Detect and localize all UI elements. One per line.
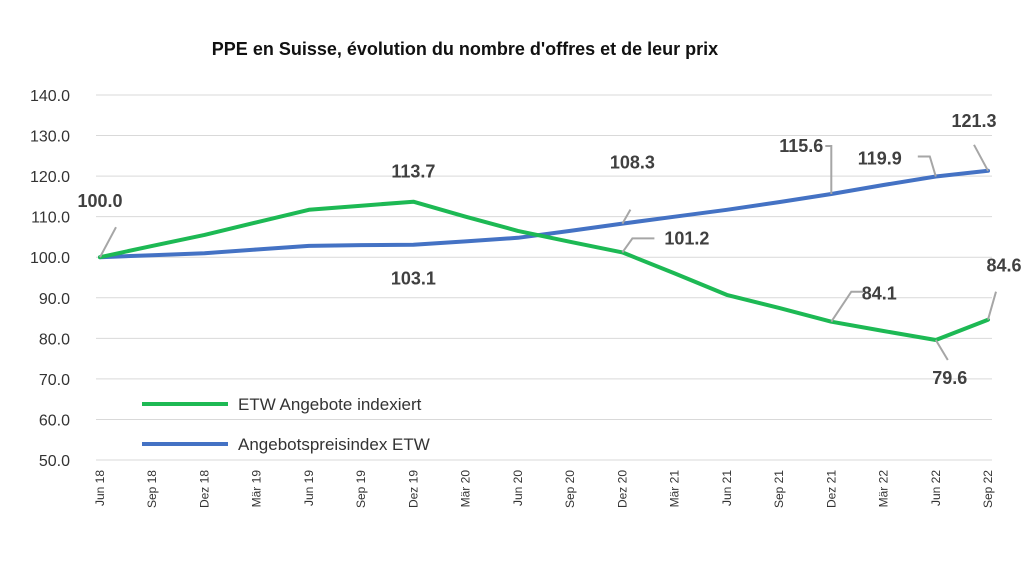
x-tick-label: Jun 22 bbox=[929, 470, 943, 506]
series-line-etw-angebote bbox=[98, 199, 990, 342]
x-tick-label: Sep 19 bbox=[354, 470, 368, 508]
y-tick-label: 90.0 bbox=[39, 291, 70, 308]
label-leader-line bbox=[621, 237, 655, 253]
data-label: 84.6 bbox=[986, 256, 1021, 276]
y-tick-label: 100.0 bbox=[30, 250, 70, 267]
label-leader-lines bbox=[99, 144, 997, 361]
y-tick-label: 70.0 bbox=[39, 372, 70, 389]
series-line-angebotspreisindex bbox=[98, 168, 990, 260]
y-tick-label: 110.0 bbox=[31, 210, 70, 227]
x-axis-ticks: Jun 18 Sep 18 Dez 18 Mär 19 Jun 19 Sep 19 Dez … bbox=[93, 470, 995, 508]
y-tick-label: 50.0 bbox=[39, 453, 70, 470]
label-leader-line bbox=[621, 209, 632, 225]
y-tick-label: 120.0 bbox=[30, 169, 70, 186]
label-leader-line bbox=[973, 144, 989, 172]
data-label: 101.2 bbox=[664, 228, 709, 248]
x-tick-label: Jun 21 bbox=[720, 470, 734, 506]
data-label: 108.3 bbox=[610, 153, 655, 173]
data-label: 113.7 bbox=[391, 162, 435, 182]
label-leader-line bbox=[987, 291, 997, 320]
label-leader-line bbox=[99, 226, 117, 258]
chart-title: PPE en Suisse, évolution du nombre d'off… bbox=[212, 39, 718, 59]
x-tick-label: Mär 21 bbox=[668, 470, 682, 508]
x-tick-label: Mär 20 bbox=[459, 470, 473, 508]
data-label: 119.9 bbox=[858, 149, 902, 169]
x-tick-label: Sep 18 bbox=[145, 470, 159, 508]
x-tick-label: Dez 19 bbox=[406, 470, 420, 508]
x-tick-label: Dez 20 bbox=[615, 470, 629, 508]
x-tick-label: Mär 19 bbox=[250, 470, 264, 508]
data-label: 115.6 bbox=[779, 136, 823, 156]
x-tick-label: Jun 19 bbox=[302, 470, 316, 506]
x-tick-label: Sep 21 bbox=[772, 470, 786, 508]
data-label: 100.0 bbox=[77, 191, 122, 211]
x-tick-label: Dez 21 bbox=[824, 470, 838, 508]
x-tick-label: Dez 18 bbox=[197, 470, 211, 508]
data-label: 103.1 bbox=[391, 269, 436, 289]
label-leader-line bbox=[825, 145, 833, 194]
data-label: 84.1 bbox=[862, 284, 897, 304]
legend-label-angebotspreisindex: Angebotspreisindex ETW bbox=[238, 435, 430, 454]
y-tick-label: 130.0 bbox=[30, 129, 70, 146]
x-tick-label: Mär 22 bbox=[877, 470, 891, 508]
label-leader-line bbox=[830, 290, 864, 323]
label-leader-line bbox=[917, 155, 937, 177]
data-label: 121.3 bbox=[951, 111, 996, 131]
data-label: 79.6 bbox=[932, 368, 967, 388]
x-tick-label: Jun 18 bbox=[93, 470, 107, 506]
y-axis-ticks: 50.0 60.0 70.0 80.0 90.0 100.0 110.0 120.0 130.0… bbox=[30, 88, 70, 470]
y-tick-label: 80.0 bbox=[39, 331, 70, 348]
legend-label-etw-angebote: ETW Angebote indexiert bbox=[238, 395, 422, 414]
label-leader-line bbox=[934, 339, 949, 361]
x-tick-label: Jun 20 bbox=[511, 470, 525, 506]
series-lines bbox=[98, 168, 990, 342]
x-tick-label: Sep 20 bbox=[563, 470, 577, 508]
legend: ETW Angebote indexiert Angebotspreisinde… bbox=[142, 395, 430, 454]
gridlines bbox=[96, 94, 992, 461]
y-tick-label: 140.0 bbox=[30, 88, 70, 105]
y-tick-label: 60.0 bbox=[39, 412, 70, 429]
data-labels: 100.0 113.7 103.1 108.3 101.2 115.6 119.9 121.3… bbox=[77, 111, 1021, 388]
x-tick-label: Sep 22 bbox=[981, 470, 995, 508]
